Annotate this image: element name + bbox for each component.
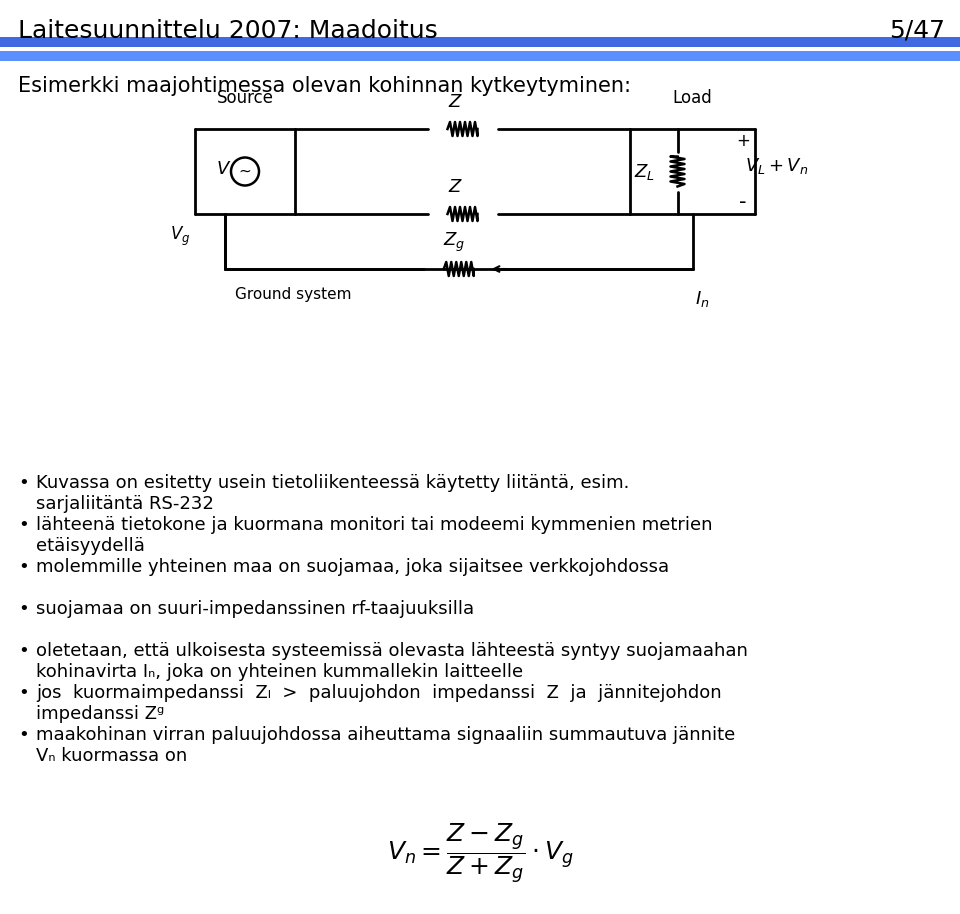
Text: Source: Source (217, 89, 274, 107)
Text: •: • (18, 600, 29, 618)
Text: jos  kuormaimpedanssi  Zₗ  >  paluujohdon  impedanssi  Z  ja  jännitejohdon
impe: jos kuormaimpedanssi Zₗ > paluujohdon im… (36, 684, 722, 723)
Text: +: + (736, 132, 750, 150)
Text: $Z_g$: $Z_g$ (443, 231, 465, 254)
Text: Laitesuunnittelu 2007: Maadoitus: Laitesuunnittelu 2007: Maadoitus (18, 19, 438, 43)
Text: maakohinan virran paluujohdossa aiheuttama signaaliin summautuva jännite
Vₙ kuor: maakohinan virran paluujohdossa aiheutta… (36, 726, 735, 765)
Text: ~: ~ (239, 164, 252, 179)
Text: •: • (18, 684, 29, 702)
Text: Ground system: Ground system (235, 287, 351, 302)
Text: $V_n = \dfrac{Z - Z_g}{Z + Z_g} \cdot V_g$: $V_n = \dfrac{Z - Z_g}{Z + Z_g} \cdot V_… (387, 822, 573, 886)
Text: Esimerkki maajohtimessa olevan kohinnan kytkeytyminen:: Esimerkki maajohtimessa olevan kohinnan … (18, 76, 631, 96)
Text: •: • (18, 558, 29, 576)
Text: $I_n$: $I_n$ (695, 289, 709, 309)
Text: Z: Z (448, 178, 461, 196)
Text: molemmille yhteinen maa on suojamaa, joka sijaitsee verkkojohdossa: molemmille yhteinen maa on suojamaa, jok… (36, 558, 669, 576)
Text: •: • (18, 516, 29, 534)
Text: Z: Z (448, 93, 461, 111)
Text: V: V (217, 161, 229, 178)
Text: lähteenä tietokone ja kuormana monitori tai modeemi kymmenien metrien
etäisyydel: lähteenä tietokone ja kuormana monitori … (36, 516, 712, 555)
Text: oletetaan, että ulkoisesta systeemissä olevasta lähteestä syntyy suojamaahan
koh: oletetaan, että ulkoisesta systeemissä o… (36, 642, 748, 681)
Text: •: • (18, 726, 29, 744)
Text: Load: Load (673, 89, 712, 107)
Text: $Z_L$: $Z_L$ (635, 162, 656, 182)
Text: -: - (739, 192, 747, 212)
Text: •: • (18, 642, 29, 660)
Bar (0, 51, 960, 61)
Text: 5/47: 5/47 (889, 19, 945, 43)
Text: •: • (18, 474, 29, 492)
Text: Kuvassa on esitetty usein tietoliikenteessä käytetty liitäntä, esim.
sarjaliitän: Kuvassa on esitetty usein tietoliikentee… (36, 474, 630, 513)
Text: $V_g$: $V_g$ (170, 225, 190, 248)
Bar (0, 37, 960, 47)
Text: $V_L + V_n$: $V_L + V_n$ (745, 156, 808, 176)
Text: suojamaa on suuri-impedanssinen rf-taajuuksilla: suojamaa on suuri-impedanssinen rf-taaju… (36, 600, 474, 618)
